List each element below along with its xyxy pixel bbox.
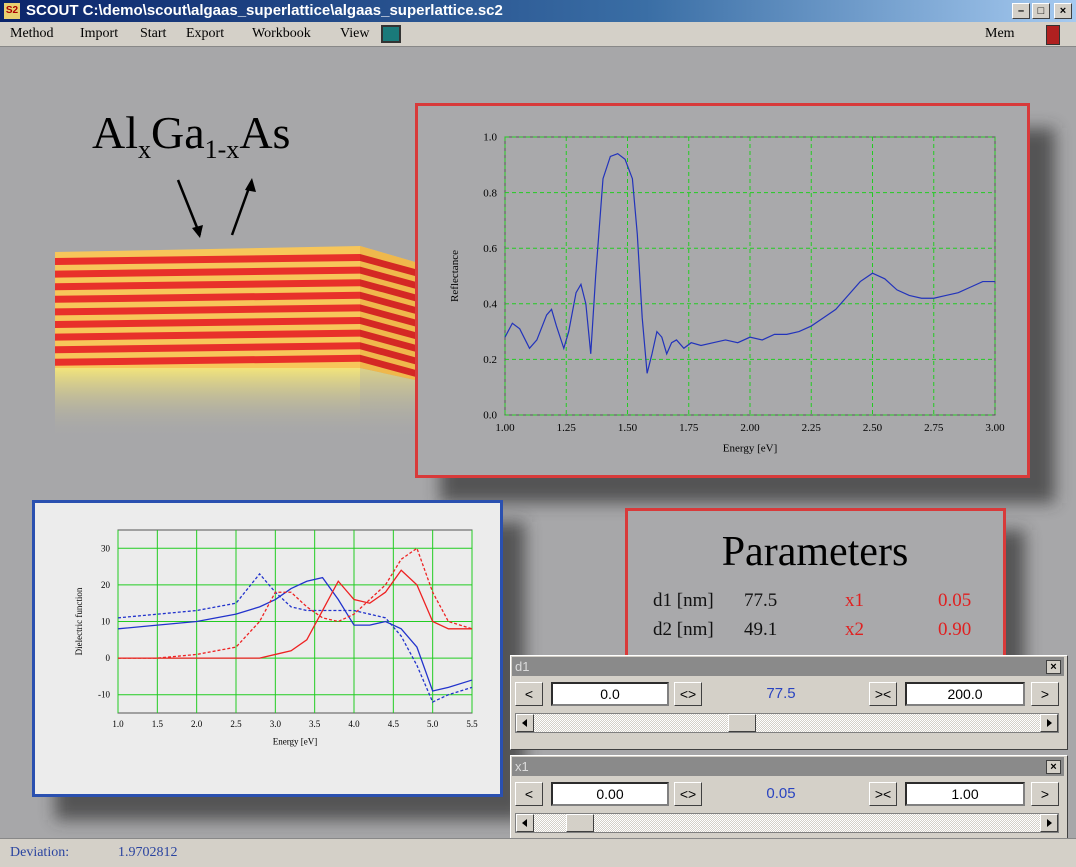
formula-sub: x [138, 135, 151, 164]
scroll-right[interactable] [1040, 714, 1058, 732]
slider-button[interactable]: < [515, 782, 543, 806]
x-tick-label: 2.75 [924, 422, 944, 434]
slider-button[interactable]: > [1031, 782, 1059, 806]
minimize-button[interactable]: – [1012, 3, 1030, 19]
dialog-title: x1 [512, 757, 1064, 776]
window-title: SCOUT C:\demo\scout\algaas_superlattice\… [26, 0, 503, 22]
close-button[interactable]: × [1054, 3, 1072, 19]
title-bar: S2 SCOUT C:\demo\scout\algaas_superlatti… [0, 0, 1076, 22]
formula: AlxGa1-xAs [92, 107, 290, 164]
dialog-close[interactable]: × [1046, 660, 1061, 674]
y-tick-label: 1.0 [483, 132, 497, 144]
slider-dialog: d1× < <> >< >0.0 77.5 200.0 [510, 655, 1068, 750]
maximize-button[interactable]: □ [1032, 3, 1050, 19]
parameter-cell: 77.5 [744, 590, 777, 611]
y-tick-label: 0 [106, 653, 111, 663]
y-tick-label: 0.0 [483, 410, 497, 422]
parameters-title: Parameters [722, 529, 909, 575]
dialog-title: d1 [512, 657, 1064, 676]
slider-button[interactable]: > [1031, 682, 1059, 706]
chart-panel [417, 105, 1029, 477]
app-icon: S2 [4, 3, 20, 19]
y-tick-label: 0.8 [483, 187, 497, 199]
parameter-cell: 0.90 [938, 619, 971, 640]
formula-part: As [239, 107, 290, 158]
scrollbar[interactable] [515, 813, 1059, 833]
x-axis-label: Energy [eV] [723, 443, 777, 455]
formula-sub: 1-x [205, 135, 240, 164]
x-tick-label: 1.00 [495, 422, 515, 434]
y-tick-label: -10 [98, 690, 110, 700]
parameter-cell: d1 [nm] [653, 590, 714, 611]
menu-bar: Method Import Start Export Workbook View… [0, 22, 1076, 47]
y-tick-label: 10 [101, 617, 111, 627]
menu-item[interactable]: View [340, 22, 369, 46]
scrollbar[interactable] [515, 713, 1059, 733]
x-tick-label: 1.75 [679, 422, 699, 434]
x-tick-label: 5.5 [466, 719, 478, 729]
superlattice-drawing [55, 178, 415, 440]
y-axis-label: Reflectance [449, 250, 461, 302]
menu-item[interactable]: Mem [985, 22, 1015, 46]
x-tick-label: 4.5 [388, 719, 400, 729]
scroll-thumb[interactable] [728, 714, 756, 732]
x-axis-label: Energy [eV] [273, 736, 318, 746]
slider-button[interactable]: <> [674, 782, 702, 806]
max-field[interactable]: 200.0 [905, 682, 1025, 706]
y-tick-label: 20 [101, 580, 111, 590]
status-label: Deviation: [10, 839, 69, 867]
current-value: 77.5 [721, 682, 841, 706]
parameter-cell: x1 [845, 590, 864, 611]
x-tick-label: 2.00 [740, 422, 760, 434]
menu-item[interactable]: Export [186, 22, 224, 46]
x-tick-label: 2.25 [802, 422, 822, 434]
slider-button[interactable]: >< [869, 782, 897, 806]
memory-icon[interactable] [1046, 25, 1060, 45]
y-tick-label: 0.2 [483, 354, 497, 366]
min-field[interactable]: 0.00 [551, 782, 669, 806]
y-tick-label: 0.4 [483, 298, 497, 310]
menu-item[interactable]: Import [80, 22, 118, 46]
parameter-cell: d2 [nm] [653, 619, 714, 640]
min-field[interactable]: 0.0 [551, 682, 669, 706]
x-tick-label: 1.0 [112, 719, 124, 729]
x-tick-label: 1.5 [152, 719, 164, 729]
dialog-close[interactable]: × [1046, 760, 1061, 774]
parameter-cell: 0.05 [938, 590, 971, 611]
y-axis-label: Dielectric function [74, 587, 84, 655]
formula-part: Ga [151, 107, 205, 158]
scroll-left[interactable] [516, 714, 534, 732]
status-bar: Deviation: 1.9702812 [0, 838, 1076, 867]
x-tick-label: 1.50 [618, 422, 638, 434]
x-tick-label: 2.5 [230, 719, 242, 729]
slider-button[interactable]: <> [674, 682, 702, 706]
slider-dialog: x1× < <> >< >0.00 0.05 1.00 [510, 755, 1068, 850]
parameter-cell: 49.1 [744, 619, 777, 640]
x-tick-label: 1.25 [557, 422, 577, 434]
y-tick-label: 30 [101, 543, 111, 553]
x-tick-label: 3.0 [270, 719, 282, 729]
parameter-cell: x2 [845, 619, 864, 640]
max-field[interactable]: 1.00 [905, 782, 1025, 806]
scout-app: AlxGa1-xAs Parameters d1 [nm] 77.5 x1 0.05 d… [0, 0, 1076, 866]
menu-item[interactable]: Method [10, 22, 54, 46]
status-value: 1.9702812 [118, 839, 178, 867]
y-tick-label: 0.6 [483, 243, 497, 255]
scroll-right[interactable] [1040, 814, 1058, 832]
x-tick-label: 3.5 [309, 719, 321, 729]
slider-button[interactable]: >< [869, 682, 897, 706]
x-tick-label: 4.0 [348, 719, 360, 729]
x-tick-label: 2.0 [191, 719, 203, 729]
current-value: 0.05 [721, 782, 841, 806]
slider-button[interactable]: < [515, 682, 543, 706]
monitor-icon[interactable] [381, 25, 401, 43]
x-tick-label: 3.00 [985, 422, 1005, 434]
menu-item[interactable]: Start [140, 22, 166, 46]
scroll-thumb[interactable] [566, 814, 594, 832]
formula-part: Al [92, 107, 138, 158]
scroll-left[interactable] [516, 814, 534, 832]
x-tick-label: 2.50 [863, 422, 883, 434]
menu-item[interactable]: Workbook [252, 22, 311, 46]
x-tick-label: 5.0 [427, 719, 439, 729]
